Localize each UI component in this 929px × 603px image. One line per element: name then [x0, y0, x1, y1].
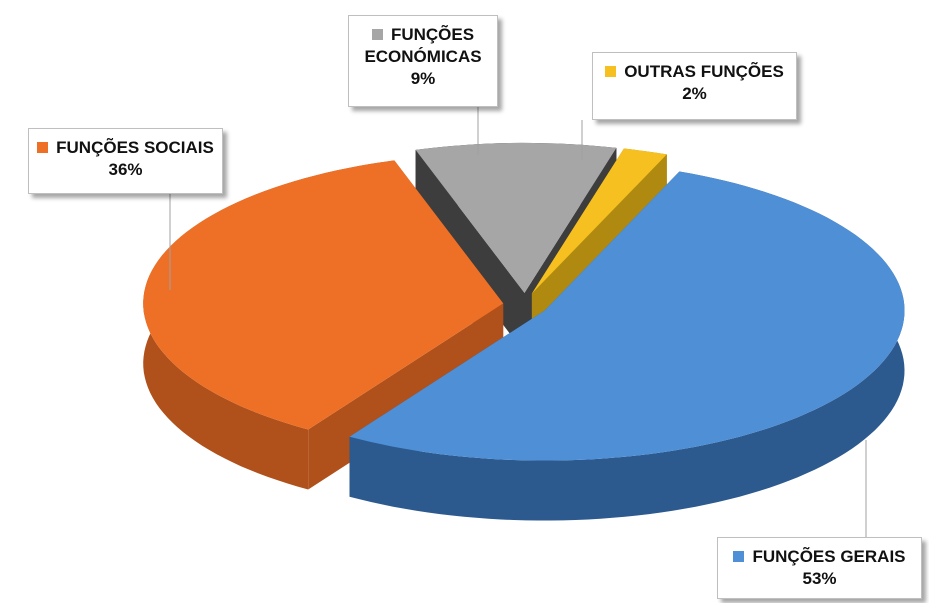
value-label: 9% [410, 69, 436, 88]
data-label: FUNÇÕES ECONÓMICAS 9% [348, 15, 498, 107]
slice [531, 148, 667, 294]
value-label: 53% [802, 569, 837, 588]
data-label: FUNÇÕES SOCIAIS 36% [28, 128, 223, 194]
legend-swatch [605, 66, 617, 77]
legend-swatch [37, 142, 49, 153]
data-label: OUTRAS FUNÇÕES 2% [592, 52, 797, 120]
legend-swatch [371, 29, 383, 40]
slice [415, 142, 617, 293]
category-label: FUNÇÕES ECONÓMICAS [364, 25, 482, 66]
slice [143, 160, 504, 430]
legend-swatch [733, 551, 745, 562]
value-label: 36% [108, 160, 143, 179]
slice [349, 171, 905, 461]
category-label: FUNÇÕES SOCIAIS [56, 138, 214, 157]
data-label: FUNÇÕES GERAIS 53% [717, 537, 922, 599]
slice-side [349, 171, 905, 521]
category-label: OUTRAS FUNÇÕES [624, 62, 784, 81]
value-label: 2% [682, 84, 707, 103]
category-label: FUNÇÕES GERAIS [752, 547, 906, 566]
